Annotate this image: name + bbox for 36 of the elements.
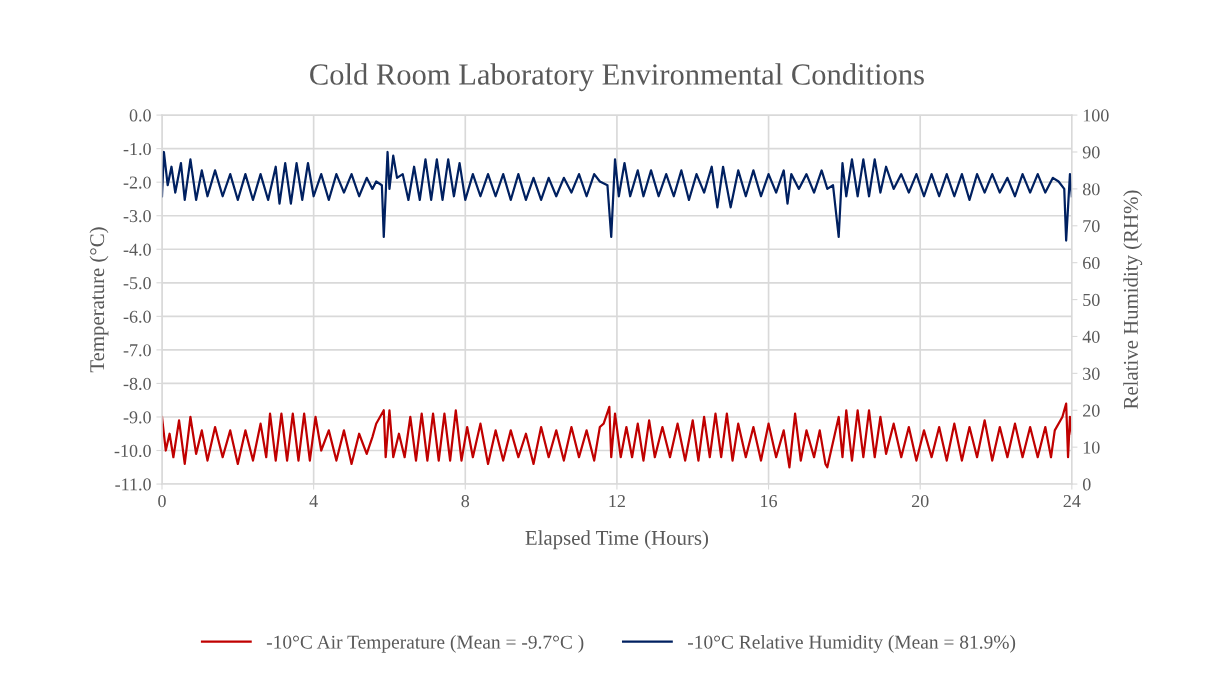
y-tick-label: -8.0 [123,377,151,390]
y-tick-label: -7.0 [123,344,151,357]
x-tick-label: 24 [1063,495,1081,507]
y2-tick-label: 100 [1083,109,1109,122]
x-tick-label: 16 [761,495,778,508]
y-tick-label: -10.0 [114,444,151,458]
chart-title: Cold Room Laboratory Environmental Conditions [310,63,924,92]
y2-tick-label: 30 [1083,367,1100,380]
y-tick-label: -4.0 [123,243,151,256]
y-tick-label: -6.0 [123,310,151,323]
x-tick-label: 0 [158,494,166,508]
y2-tick-label: 20 [1083,404,1100,417]
x-tick-label: 12 [609,495,625,507]
y-tick-label: -11.0 [115,478,151,491]
y2-tick-label: 70 [1083,220,1100,233]
x-tick-label: 4 [309,495,318,507]
y2-tick-label: 90 [1082,146,1100,159]
y-tick-label: -2.0 [123,176,151,189]
y-tick-label: -3.0 [123,209,151,223]
legend-label: -10°C Relative Humidity (Mean = 81.9%) [687,635,1016,653]
y-tick-label: -5.0 [123,277,151,290]
y2-tick-label: 80 [1082,183,1100,196]
x-tick-label: 20 [911,494,929,508]
y2-tick-label: 10 [1083,441,1100,454]
y-tick-label: -1.0 [123,142,151,156]
y-tick-label: 0.0 [129,109,151,122]
y2-tick-label: 0 [1082,478,1091,491]
y2-axis-title: Relative Humidity (RH%) [1123,190,1143,409]
y2-tick-label: 40 [1082,330,1100,343]
x-axis-title: Elapsed Time (Hours) [525,530,709,550]
x-tick-label: 8 [461,494,470,508]
legend-label: -10°C Air Temperature (Mean = -9.7°C ) [266,635,584,653]
y2-tick-label: 50 [1083,293,1100,307]
y2-tick-label: 60 [1083,256,1100,270]
y-tick-label: -9.0 [123,411,151,424]
y-axis-title: Temperature (°C) [89,227,109,373]
